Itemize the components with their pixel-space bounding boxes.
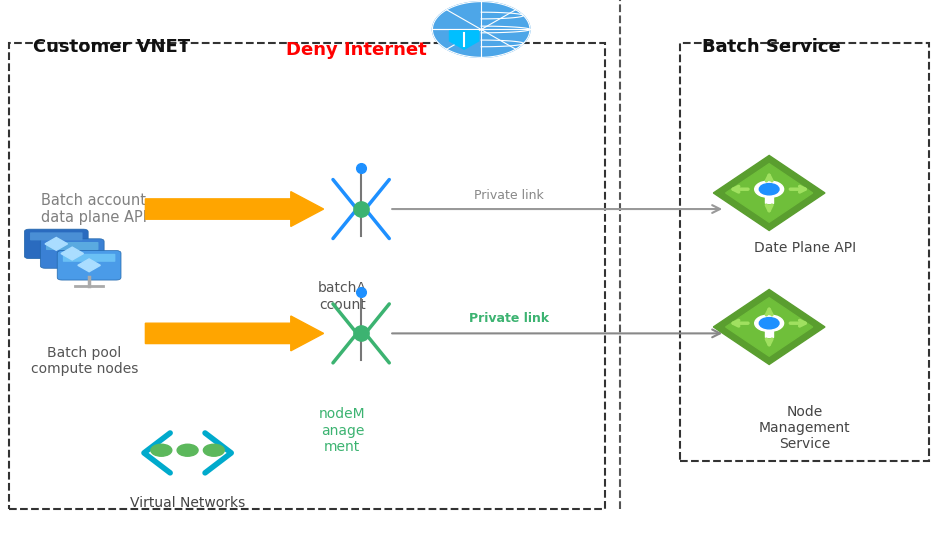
Circle shape: [177, 444, 198, 456]
Polygon shape: [726, 163, 812, 222]
Polygon shape: [449, 31, 478, 49]
Polygon shape: [45, 237, 68, 250]
FancyBboxPatch shape: [765, 328, 773, 338]
Text: Virtual Networks: Virtual Networks: [130, 496, 245, 510]
Circle shape: [755, 181, 783, 197]
Text: nodeM
anage
ment: nodeM anage ment: [319, 407, 366, 454]
Circle shape: [755, 315, 783, 331]
Circle shape: [204, 444, 224, 456]
Text: Deny Internet: Deny Internet: [286, 41, 427, 59]
Text: Batch Service: Batch Service: [702, 38, 840, 56]
Text: Private link: Private link: [469, 312, 550, 325]
FancyBboxPatch shape: [57, 251, 121, 280]
Polygon shape: [726, 297, 812, 356]
Polygon shape: [713, 155, 825, 230]
Circle shape: [759, 183, 779, 195]
Text: batchA
ccount: batchA ccount: [318, 281, 367, 311]
FancyBboxPatch shape: [40, 239, 104, 268]
FancyBboxPatch shape: [63, 254, 115, 262]
Text: Date Plane API: Date Plane API: [754, 241, 855, 255]
Circle shape: [759, 317, 779, 329]
Polygon shape: [61, 247, 83, 260]
Polygon shape: [713, 289, 825, 364]
FancyArrow shape: [145, 316, 324, 351]
Text: Batch pool
compute nodes: Batch pool compute nodes: [31, 346, 138, 376]
FancyArrow shape: [145, 192, 324, 226]
FancyBboxPatch shape: [30, 233, 83, 240]
Text: Node
Management
Service: Node Management Service: [759, 405, 851, 451]
Text: Batch account
data plane API: Batch account data plane API: [40, 193, 147, 225]
FancyBboxPatch shape: [24, 229, 88, 258]
Circle shape: [432, 2, 530, 57]
FancyBboxPatch shape: [765, 194, 773, 204]
FancyBboxPatch shape: [46, 242, 98, 250]
Text: Private link: Private link: [475, 189, 544, 202]
Circle shape: [151, 444, 172, 456]
Polygon shape: [78, 259, 100, 272]
Text: Customer VNET: Customer VNET: [33, 38, 190, 56]
